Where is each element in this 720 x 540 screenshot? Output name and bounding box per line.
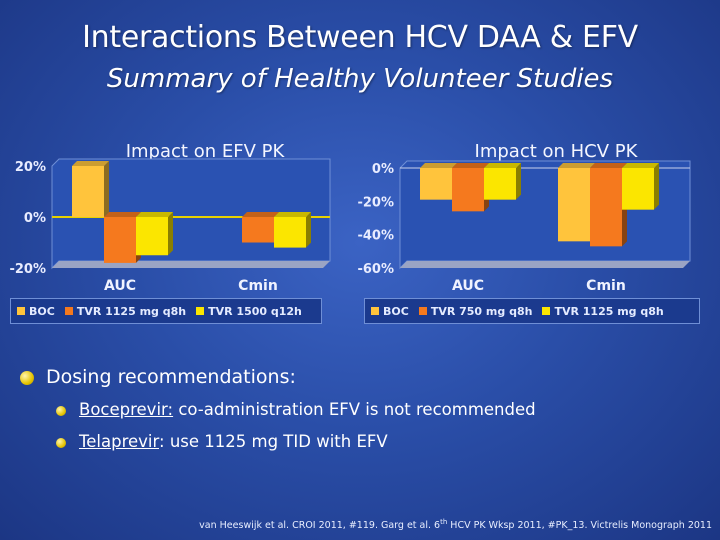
sub-bullet-dot-icon: [56, 405, 66, 416]
efv-ytick-label: 0%: [24, 211, 46, 226]
hcv-pk-legend: BOC TVR 750 mg q8h TVR 1125 mg q8h: [364, 298, 700, 324]
efv-bar-boc-side: [104, 161, 109, 217]
hcv-bar-tvr-a-top: [590, 163, 627, 168]
efv-legend-item-boc: BOC: [17, 305, 55, 318]
telaprevir-recommendation: : use 1125 mg TID with EFV: [159, 432, 388, 451]
hcv-ytick-label: 0%: [372, 162, 394, 177]
hcv-pk-chart: Impact on HCV PK 0% -20% -40% -60% AUC Cmin: [356, 128, 720, 298]
efv-bar-tvr-b-side: [306, 212, 311, 248]
efv-bar-tvr-b: [136, 217, 168, 256]
efv-legend-swatch: [64, 307, 73, 315]
efv-bar-tvr-a-top: [242, 212, 279, 217]
footer-ref-part1: van Heeswijk et al. CROI 2011, #119. Gar…: [199, 520, 441, 532]
efv-bar-tvr-a-top: [104, 212, 141, 217]
efv-legend-label: TVR 1125 mg q8h: [76, 304, 187, 318]
boceprevir-recommendation: co-administration EFV is not recommended: [173, 400, 536, 419]
efv-legend-item-tvr-a: TVR 1125 mg q8h: [64, 304, 187, 318]
efv-bar-tvr-b-top: [136, 212, 173, 217]
hcv-plot-floor: [400, 261, 690, 268]
efv-bar-tvr-b: [274, 217, 306, 248]
hcv-ytick-label: -20%: [357, 195, 394, 210]
hcv-category-label: Cmin: [586, 278, 626, 294]
hcv-bar-tvr-a: [452, 168, 484, 212]
hcv-category-label: AUC: [452, 278, 484, 294]
slide-title: Interactions Between HCV DAA & EFV: [82, 20, 638, 55]
hcv-bar-tvr-b-side: [516, 163, 521, 200]
hcv-bar-boc: [420, 168, 452, 200]
hcv-bar-tvr-a-top: [452, 163, 489, 168]
hcv-bar-boc: [558, 168, 590, 242]
hcv-ytick-label: -40%: [357, 229, 394, 244]
hcv-legend-item-tvr-a: TVR 750 mg q8h: [418, 304, 533, 318]
hcv-legend-swatch: [542, 307, 551, 315]
hcv-legend-item-boc: BOC: [371, 305, 409, 318]
efv-legend-swatch: [196, 307, 205, 315]
efv-ytick-label: -20%: [9, 262, 46, 277]
efv-pk-chart-svg: Impact on EFV PK 20% 0% -20% AUC Cmin: [9, 141, 331, 294]
efv-bar-tvr-a: [104, 217, 136, 263]
hcv-chart-title: Impact on HCV PK: [475, 141, 639, 162]
hcv-legend-item-tvr-b: TVR 1125 mg q8h: [542, 304, 664, 318]
efv-bar-boc-top: [72, 161, 109, 166]
efv-ytick-label: 20%: [15, 160, 46, 175]
drug-name-telaprevir: Telaprevir: [79, 432, 160, 451]
efv-bar-boc: [72, 166, 104, 217]
efv-bar-tvr-b-top: [274, 212, 311, 217]
hcv-bar-tvr-b: [484, 168, 516, 200]
hcv-ytick-label: -60%: [357, 262, 394, 277]
bullet-dot-icon: [20, 370, 34, 385]
efv-legend-label: BOC: [29, 304, 55, 318]
footer-ref-sup: th: [440, 518, 448, 526]
efv-category-label: AUC: [104, 278, 136, 294]
hcv-bar-tvr-a: [590, 168, 622, 247]
efv-legend-swatch: [17, 307, 25, 315]
efv-legend-item-tvr-b: TVR 1500 q12h: [196, 305, 302, 318]
hcv-bar-tvr-b-side: [654, 163, 659, 210]
efv-pk-chart: Impact on EFV PK 20% 0% -20% AUC Cmin: [0, 128, 350, 298]
drug-name-boceprevir: Boceprevir:: [79, 400, 174, 419]
hcv-bar-tvr-b-top: [484, 163, 521, 168]
hcv-legend-label: TVR 750 mg q8h: [430, 304, 533, 318]
hcv-bar-boc-top: [420, 163, 457, 168]
efv-bar-tvr-a: [242, 217, 274, 243]
efv-category-label: Cmin: [238, 278, 278, 294]
sub-bullet-boceprevir: Boceprevir: co-administration EFV is not…: [56, 400, 536, 419]
efv-pk-legend: BOC TVR 1125 mg q8h TVR 1500 q12h: [10, 298, 322, 324]
efv-bar-tvr-b-side: [168, 212, 173, 256]
sub-bullet-dot-icon: [56, 437, 66, 448]
hcv-legend-swatch: [371, 307, 379, 315]
hcv-bar-boc-top: [558, 163, 595, 168]
bullet-dosing-recommendations: Dosing recommendations:: [20, 366, 296, 388]
bullet-main-text: Dosing recommendations:: [46, 366, 296, 388]
sub-bullet-telaprevir: Telaprevir: use 1125 mg TID with EFV: [56, 432, 388, 451]
footer-ref-part2: HCV PK Wksp 2011, #PK_13. Victrelis Mono…: [447, 520, 712, 532]
hcv-legend-swatch: [418, 307, 427, 315]
efv-legend-label: TVR 1500 q12h: [208, 304, 302, 318]
hcv-pk-chart-svg: Impact on HCV PK 0% -20% -40% -60% AUC Cmin: [357, 141, 691, 294]
efv-plot-floor: [52, 261, 330, 268]
hcv-bar-tvr-b: [622, 168, 654, 210]
hcv-bar-tvr-b-top: [622, 163, 659, 168]
slide-subtitle: Summary of Healthy Volunteer Studies: [106, 64, 614, 94]
hcv-legend-label: BOC: [383, 304, 409, 318]
hcv-legend-label: TVR 1125 mg q8h: [554, 304, 664, 318]
footer-references: van Heeswijk et al. CROI 2011, #119. Gar…: [199, 518, 712, 531]
efv-chart-title: Impact on EFV PK: [126, 141, 286, 162]
